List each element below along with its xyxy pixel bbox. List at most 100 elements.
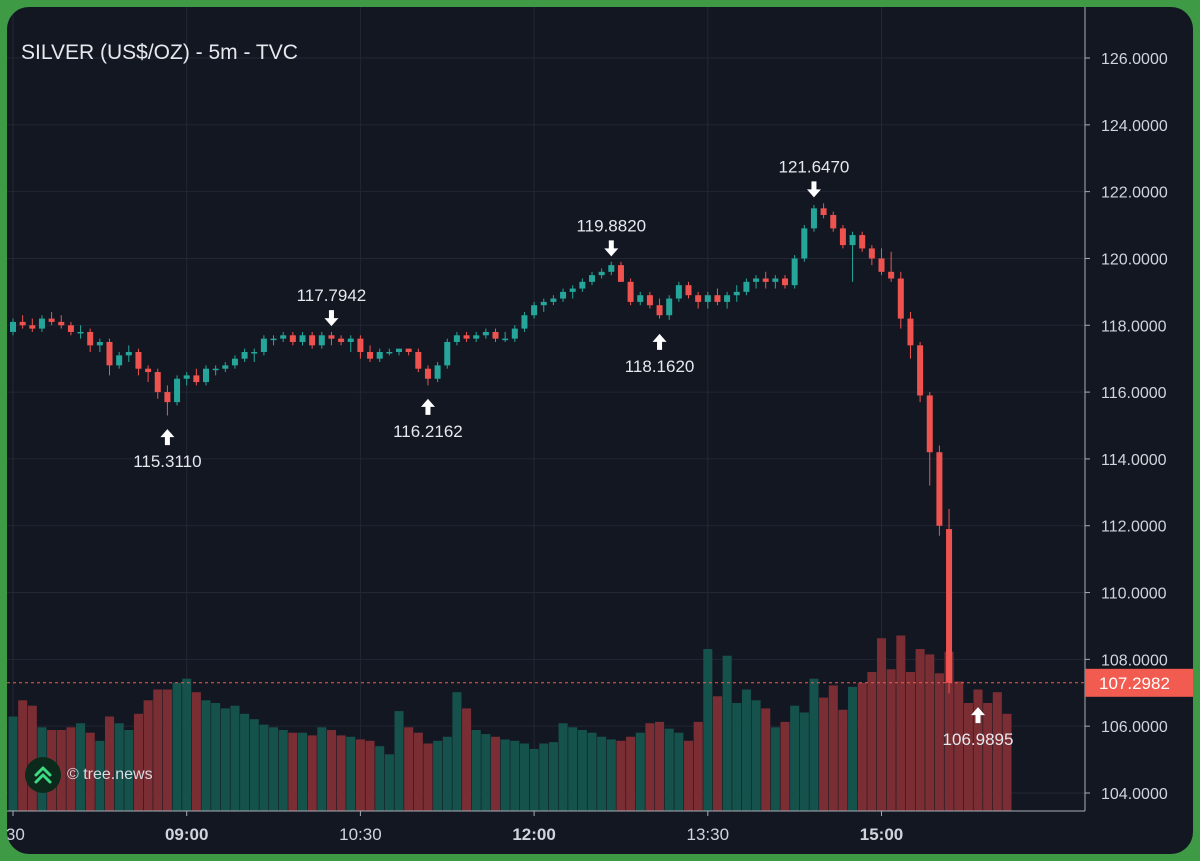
candle-body [550, 298, 557, 302]
candle [222, 362, 229, 373]
candle [125, 345, 132, 363]
candle-body [656, 305, 663, 316]
volume-bar [684, 740, 694, 811]
candle [878, 248, 885, 276]
candle [598, 268, 605, 279]
candle-body [96, 341, 103, 346]
candle [936, 445, 943, 536]
candle [396, 348, 402, 356]
y-tick-label: 120.0000 [1101, 251, 1168, 268]
volume-bar [645, 723, 655, 811]
volume-bar [201, 700, 211, 811]
volume-bar [664, 728, 674, 811]
volume-bar [211, 703, 221, 811]
candle-body [58, 321, 65, 326]
candle-body [704, 295, 711, 302]
candle [357, 335, 364, 359]
candle [473, 331, 480, 342]
volume-bar [471, 730, 481, 811]
volume-bar [481, 734, 491, 811]
volume-bar [143, 700, 153, 811]
candle-body [424, 368, 431, 379]
volume-bar [8, 716, 18, 811]
chart-frame: 115.3110 117.7942 116.2162 119.8820 118.1620… [7, 7, 1193, 854]
candle [48, 311, 55, 326]
annotation-label: 116.2162 [393, 422, 463, 441]
candle [782, 275, 788, 289]
volume-bars [8, 635, 1012, 811]
candle-body [193, 375, 200, 383]
candle [260, 335, 267, 356]
candle [946, 509, 953, 694]
candle-body [714, 295, 721, 302]
watermark: © tree.news [25, 757, 153, 793]
price-annotation: 116.2162 [393, 398, 463, 441]
candle [309, 331, 316, 349]
candle [617, 261, 624, 282]
volume-bar [780, 721, 790, 811]
candle-body [289, 335, 296, 342]
volume-bar [606, 739, 616, 811]
candle-body [502, 338, 509, 341]
candle [531, 301, 538, 319]
candle-body [444, 341, 451, 366]
candle-body [685, 285, 692, 296]
volume-bar [703, 649, 713, 811]
price-annotations: 115.3110 117.7942 116.2162 119.8820 118.1620… [133, 157, 1013, 749]
y-tick-label: 104.0000 [1101, 786, 1168, 803]
candle [830, 211, 837, 232]
annotation-label: 118.1620 [625, 357, 695, 376]
candle-body [627, 281, 634, 302]
volume-bar [346, 736, 356, 811]
candle [87, 328, 94, 352]
volume-bar [722, 655, 732, 811]
volume-bar [973, 689, 983, 811]
candle-body [145, 368, 152, 373]
volume-bar [886, 669, 896, 811]
volume-bar [413, 732, 423, 811]
candle [907, 311, 914, 359]
candle [415, 348, 422, 373]
candle [685, 281, 692, 299]
candle-body [608, 265, 615, 272]
candle-body [733, 291, 740, 296]
volume-bar [819, 697, 829, 811]
volume-bar [674, 732, 684, 811]
candle-body [907, 318, 914, 346]
volume-bar [66, 727, 76, 811]
annotation-label: 115.3110 [133, 452, 201, 471]
candle-body [531, 305, 538, 316]
volume-bar [278, 730, 288, 811]
arrow-down-icon [806, 181, 821, 198]
candle-body [511, 328, 518, 339]
candle-body [338, 338, 345, 342]
candle-body [231, 358, 238, 366]
volume-bar [693, 721, 703, 811]
candle-body [878, 258, 885, 272]
candle [289, 331, 296, 346]
y-tick-label: 106.0000 [1101, 719, 1168, 736]
candle [231, 355, 238, 369]
candle-body [434, 365, 441, 379]
price-annotation: 121.6470 [778, 157, 849, 198]
candle-body [299, 335, 306, 342]
candle [193, 368, 200, 386]
price-annotation: 118.1620 [625, 333, 695, 376]
volume-bar [577, 730, 587, 811]
candle [859, 231, 866, 252]
price-annotation: 115.3110 [133, 429, 202, 471]
candle [540, 298, 547, 312]
volume-bar [317, 727, 327, 811]
volume-bar [355, 739, 365, 811]
candle [338, 335, 345, 346]
y-tick-label: 110.0000 [1101, 586, 1167, 603]
volume-bar [848, 686, 858, 811]
volume-bar [153, 689, 163, 811]
candle-body [116, 355, 123, 366]
candle [106, 338, 113, 376]
annotation-label: 106.9895 [943, 730, 1014, 749]
candlestick-chart[interactable]: 115.3110 117.7942 116.2162 119.8820 118.1620… [7, 7, 1193, 854]
volume-bar [790, 705, 800, 811]
candle-body [135, 352, 142, 369]
candle-body [560, 291, 567, 299]
